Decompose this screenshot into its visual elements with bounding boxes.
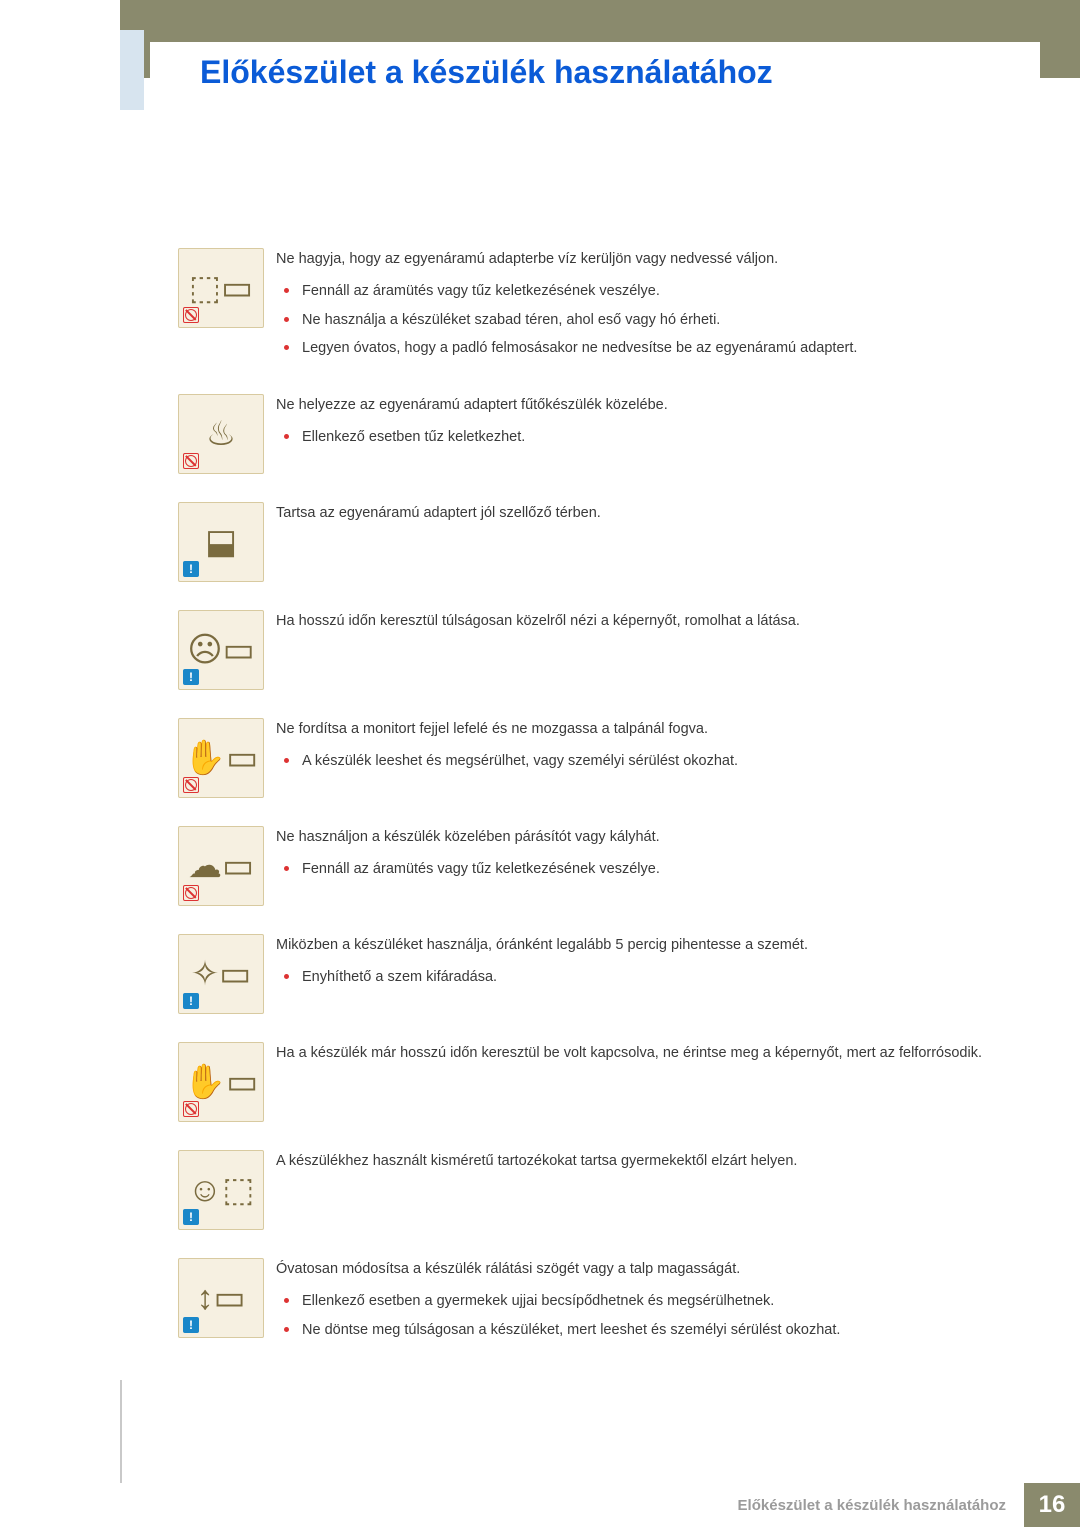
page: Előkészület a készülék használatához ⬚▭ N… (0, 0, 1080, 1527)
info-icon (183, 561, 199, 577)
illustration-glyph: ☹▭ (187, 633, 255, 667)
bullet-list: Ellenkező esetben a gyermekek ujjai becs… (276, 1290, 990, 1341)
illustration-glyph: ♨ (206, 417, 236, 451)
prohibit-icon (183, 777, 199, 793)
bullet-item: A készülék leeshet és megsérülhet, vagy … (302, 750, 990, 772)
safety-item: ☹▭ Ha hosszú időn keresztül túlságosan kö… (178, 610, 990, 690)
safety-item: ✧▭ Miközben a készüléket használja, óránk… (178, 934, 990, 1014)
left-margin-rule (120, 1380, 122, 1483)
item-heading: Tartsa az egyenáramú adaptert jól szellő… (276, 502, 990, 524)
info-icon (183, 993, 199, 1009)
illustration-glyph: ✋▭ (184, 741, 258, 775)
safety-item: ☁▭ Ne használjon a készülék közelében pár… (178, 826, 990, 906)
illustration-glyph: ⬚▭ (189, 271, 253, 305)
safety-item: ♨ Ne helyezze az egyenáramú adaptert fűtő… (178, 394, 990, 474)
bullet-list: Fennáll az áramütés vagy tűz keletkezésé… (276, 858, 990, 880)
header-title-wrap: Előkészület a készülék használatához (150, 42, 1040, 102)
text-column: Ha a készülék már hosszú időn keresztül … (276, 1042, 990, 1074)
bullet-item: Ellenkező esetben tűz keletkezhet. (302, 426, 990, 448)
text-column: Miközben a készüléket használja, óránkén… (276, 934, 990, 995)
illustration-glyph: ✋▭ (184, 1065, 258, 1099)
icon-column: ☺⬚ (178, 1150, 276, 1230)
illustration-box: ✋▭ (178, 718, 264, 798)
icon-column: ☹▭ (178, 610, 276, 690)
illustration-box: ♨ (178, 394, 264, 474)
item-heading: Óvatosan módosítsa a készülék rálátási s… (276, 1258, 990, 1280)
safety-item: ✋▭ Ne fordítsa a monitort fejjel lefelé é… (178, 718, 990, 798)
text-column: Ha hosszú időn keresztül túlságosan köze… (276, 610, 990, 642)
info-icon (183, 1317, 199, 1333)
page-title: Előkészület a készülék használatához (200, 54, 773, 91)
icon-column: ✋▭ (178, 1042, 276, 1122)
footer: Előkészület a készülék használatához 16 (0, 1483, 1080, 1527)
text-column: A készülékhez használt kisméretű tartozé… (276, 1150, 990, 1182)
bullet-list: Enyhíthető a szem kifáradása. (276, 966, 990, 988)
item-heading: Ne fordítsa a monitort fejjel lefelé és … (276, 718, 990, 740)
item-heading: Ha hosszú időn keresztül túlságosan köze… (276, 610, 990, 632)
safety-item: ⬚▭ Ne hagyja, hogy az egyenáramú adapterb… (178, 248, 990, 366)
item-heading: Ne hagyja, hogy az egyenáramú adapterbe … (276, 248, 990, 270)
illustration-box: ✧▭ (178, 934, 264, 1014)
text-column: Ne hagyja, hogy az egyenáramú adapterbe … (276, 248, 990, 366)
illustration-box: ↕▭ (178, 1258, 264, 1338)
item-heading: Ne használjon a készülék közelében párás… (276, 826, 990, 848)
item-heading: A készülékhez használt kisméretű tartozé… (276, 1150, 990, 1172)
bullet-item: Ellenkező esetben a gyermekek ujjai becs… (302, 1290, 990, 1312)
footer-page-number: 16 (1024, 1483, 1080, 1527)
text-column: Ne fordítsa a monitort fejjel lefelé és … (276, 718, 990, 779)
prohibit-icon (183, 453, 199, 469)
illustration-glyph: ✧▭ (191, 957, 252, 991)
illustration-glyph: ☁▭ (188, 849, 254, 883)
illustration-box: ☺⬚ (178, 1150, 264, 1230)
bullet-item: Ne használja a készüléket szabad téren, … (302, 309, 990, 331)
bullet-item: Enyhíthető a szem kifáradása. (302, 966, 990, 988)
icon-column: ✧▭ (178, 934, 276, 1014)
bullet-item: Fennáll az áramütés vagy tűz keletkezésé… (302, 858, 990, 880)
text-column: Ne használjon a készülék közelében párás… (276, 826, 990, 887)
bullet-list: Ellenkező esetben tűz keletkezhet. (276, 426, 990, 448)
illustration-glyph: ☺⬚ (188, 1173, 255, 1207)
info-icon (183, 669, 199, 685)
icon-column: ♨ (178, 394, 276, 474)
icon-column: ✋▭ (178, 718, 276, 798)
bullet-item: Ne döntse meg túlságosan a készüléket, m… (302, 1319, 990, 1341)
illustration-glyph: ⬓ (205, 525, 237, 559)
icon-column: ⬚▭ (178, 248, 276, 328)
prohibit-icon (183, 1101, 199, 1117)
footer-section-label: Előkészület a készülék használatához (720, 1483, 1024, 1527)
illustration-box: ☹▭ (178, 610, 264, 690)
text-column: Ne helyezze az egyenáramú adaptert fűtők… (276, 394, 990, 455)
illustration-glyph: ↕▭ (196, 1281, 245, 1315)
prohibit-icon (183, 885, 199, 901)
illustration-box: ⬓ (178, 502, 264, 582)
safety-item: ✋▭ Ha a készülék már hosszú időn keresztü… (178, 1042, 990, 1122)
text-column: Tartsa az egyenáramú adaptert jól szellő… (276, 502, 990, 534)
safety-item: ☺⬚ A készülékhez használt kisméretű tarto… (178, 1150, 990, 1230)
item-heading: Ha a készülék már hosszú időn keresztül … (276, 1042, 990, 1064)
icon-column: ☁▭ (178, 826, 276, 906)
illustration-box: ☁▭ (178, 826, 264, 906)
info-icon (183, 1209, 199, 1225)
header-corner-accent (120, 30, 144, 110)
safety-item: ↕▭ Óvatosan módosítsa a készülék rálátási… (178, 1258, 990, 1347)
icon-column: ↕▭ (178, 1258, 276, 1338)
illustration-box: ⬚▭ (178, 248, 264, 328)
item-heading: Ne helyezze az egyenáramú adaptert fűtők… (276, 394, 990, 416)
bullet-list: A készülék leeshet és megsérülhet, vagy … (276, 750, 990, 772)
safety-item: ⬓ Tartsa az egyenáramú adaptert jól szell… (178, 502, 990, 582)
bullet-list: Fennáll az áramütés vagy tűz keletkezésé… (276, 280, 990, 359)
illustration-box: ✋▭ (178, 1042, 264, 1122)
bullet-item: Fennáll az áramütés vagy tűz keletkezésé… (302, 280, 990, 302)
item-heading: Miközben a készüléket használja, óránkén… (276, 934, 990, 956)
icon-column: ⬓ (178, 502, 276, 582)
content-region: ⬚▭ Ne hagyja, hogy az egyenáramú adapterb… (178, 248, 990, 1347)
text-column: Óvatosan módosítsa a készülék rálátási s… (276, 1258, 990, 1347)
prohibit-icon (183, 307, 199, 323)
bullet-item: Legyen óvatos, hogy a padló felmosásakor… (302, 337, 990, 359)
